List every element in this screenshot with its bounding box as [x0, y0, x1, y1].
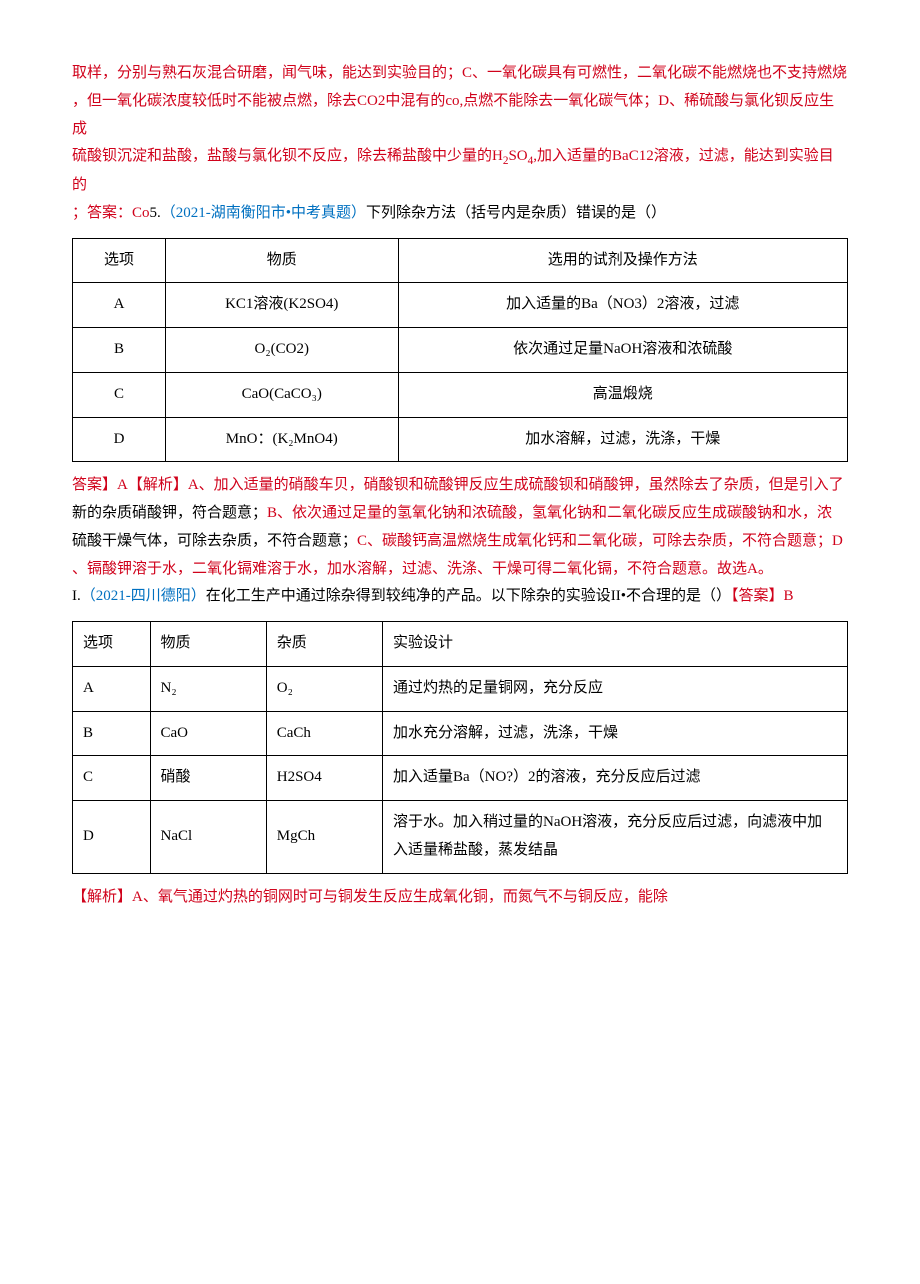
- mid-l3-black: 硫酸干燥气体，可除去杂质，不符合题意；: [72, 533, 357, 549]
- table-cell: 加水溶解，过滤，洗涤，干燥: [398, 417, 848, 462]
- table-cell: CaO: [150, 711, 266, 756]
- table-cell: 加入适量的Ba（NO3）2溶液，过滤: [398, 283, 848, 328]
- intro-line4-a: ；答案：Co: [72, 205, 150, 221]
- table-cell: B: [73, 711, 151, 756]
- intro-line3-a: 硫酸钡沉淀和盐酸，盐酸与氯化钡不反应，除去稀盐酸中少量的H: [72, 148, 503, 164]
- table-cell: D: [73, 417, 166, 462]
- table-header: 选项: [73, 622, 151, 667]
- tail-line: 【解析】A、氧气通过灼热的铜网时可与铜发生反应生成氧化铜，而氮气不与铜反应，能除: [72, 889, 668, 905]
- table-row: D MnO：(K₂MnO4) 加水溶解，过滤，洗涤，干燥: [73, 417, 848, 462]
- table-cell: MnO：(K₂MnO4): [166, 417, 399, 462]
- tail-paragraph: 【解析】A、氧气通过灼热的铜网时可与铜发生反应生成氧化铜，而氮气不与铜反应，能除: [72, 884, 848, 912]
- intro-line1: 取样，分别与熟石灰混合研磨，闻气味，能达到实验目的；C、一氧化碳具有可燃性，二氧…: [72, 65, 847, 81]
- intro-line3-c: SO: [508, 148, 527, 164]
- table-1: 选项 物质 选用的试剂及操作方法 A KC1溶液(K2SO4) 加入适量的Ba（…: [72, 238, 848, 463]
- table-row: B O₂(CO2) 依次通过足量NaOH溶液和浓硫酸: [73, 328, 848, 373]
- table-cell: 依次通过足量NaOH溶液和浓硫酸: [398, 328, 848, 373]
- table-row: C 硝酸 H2SO4 加入适量Ba（NO?）2的溶液，充分反应后过滤: [73, 756, 848, 801]
- mid-l5-a: I.: [72, 588, 81, 604]
- table-cell: B: [73, 328, 166, 373]
- table-header: 物质: [166, 238, 399, 283]
- table-cell: 加入适量Ba（NO?）2的溶液，充分反应后过滤: [383, 756, 848, 801]
- table-cell: H2SO4: [266, 756, 382, 801]
- mid-l2-black: 新的杂质硝酸钾，符合题意；: [72, 505, 267, 521]
- table-row: C CaO(CaCO₃) 高温煅烧: [73, 372, 848, 417]
- intro-paragraph: 取样，分别与熟石灰混合研磨，闻气味，能达到实验目的；C、一氧化碳具有可燃性，二氧…: [72, 60, 848, 228]
- table-cell: 溶于水。加入稍过量的NaOH溶液，充分反应后过滤，向滤液中加入适量稀盐酸，蒸发结…: [383, 801, 848, 874]
- table-row: 选项 物质 杂质 实验设计: [73, 622, 848, 667]
- table-cell: O₂(CO2): [166, 328, 399, 373]
- table-header: 选项: [73, 238, 166, 283]
- intro-line2: ，但一氧化碳浓度较低时不能被点燃，除去CO2中混有的co,点燃不能除去一氧化碳气…: [72, 93, 834, 137]
- table-cell: 加水充分溶解，过滤，洗涤，干燥: [383, 711, 848, 756]
- intro-line4-q: 下列除杂方法（括号内是杂质）错误的是（）: [366, 205, 666, 221]
- table-cell: A: [73, 283, 166, 328]
- intro-line4-source: （2021-湖南衡阳市•中考真题）: [161, 205, 366, 221]
- table-cell: 硝酸: [150, 756, 266, 801]
- table-row: A N₂ O₂ 通过灼热的足量铜网，充分反应: [73, 666, 848, 711]
- table-cell: O₂: [266, 666, 382, 711]
- table-row: A KC1溶液(K2SO4) 加入适量的Ba（NO3）2溶液，过滤: [73, 283, 848, 328]
- mid-l5-source: （2021-四川德阳）: [81, 588, 206, 604]
- table-row: B CaO CaCh 加水充分溶解，过滤，洗涤，干燥: [73, 711, 848, 756]
- table-header: 杂质: [266, 622, 382, 667]
- table-cell: N₂: [150, 666, 266, 711]
- table-cell: C: [73, 372, 166, 417]
- table-header: 选用的试剂及操作方法: [398, 238, 848, 283]
- table-header: 物质: [150, 622, 266, 667]
- table-2: 选项 物质 杂质 实验设计 A N₂ O₂ 通过灼热的足量铜网，充分反应 B C…: [72, 621, 848, 874]
- table-cell: NaCl: [150, 801, 266, 874]
- table-cell: MgCh: [266, 801, 382, 874]
- table-cell: A: [73, 666, 151, 711]
- table-cell: 高温煅烧: [398, 372, 848, 417]
- mid-l1: 答案】A【解析】A、加入适量的硝酸车贝，硝酸钡和硫酸钾反应生成硫酸钡和硝酸钾，虽…: [72, 477, 844, 493]
- table-row: 选项 物质 选用的试剂及操作方法: [73, 238, 848, 283]
- table-cell: D: [73, 801, 151, 874]
- mid-l2-red: B、依次通过足量的氢氧化钠和浓硫酸，氢氧化钠和二氧化碳反应生成碳酸钠和水，浓: [267, 505, 832, 521]
- mid-l4: 、镉酸钾溶于水，二氧化镉难溶于水，加水溶解，过滤、洗涤、干燥可得二氧化镉，不符合…: [72, 561, 773, 577]
- intro-line4-num: 5.: [150, 205, 161, 221]
- table-cell: CaCh: [266, 711, 382, 756]
- mid-l5-b: 在化工生产中通过除杂得到较纯净的产品。以下除杂的实验设II•不合理的是（）: [206, 588, 731, 604]
- table-row: D NaCl MgCh 溶于水。加入稍过量的NaOH溶液，充分反应后过滤，向滤液…: [73, 801, 848, 874]
- table-header: 实验设计: [383, 622, 848, 667]
- table-cell: CaO(CaCO₃): [166, 372, 399, 417]
- table-cell: KC1溶液(K2SO4): [166, 283, 399, 328]
- mid-l3-red: C、碳酸钙高温燃烧生成氧化钙和二氧化碳，可除去杂质，不符合题意；D: [357, 533, 843, 549]
- table-cell: C: [73, 756, 151, 801]
- mid-l5-ans: 【答案】B: [731, 588, 794, 604]
- mid-paragraph: 答案】A【解析】A、加入适量的硝酸车贝，硝酸钡和硫酸钾反应生成硫酸钡和硝酸钾，虽…: [72, 472, 848, 611]
- table-cell: 通过灼热的足量铜网，充分反应: [383, 666, 848, 711]
